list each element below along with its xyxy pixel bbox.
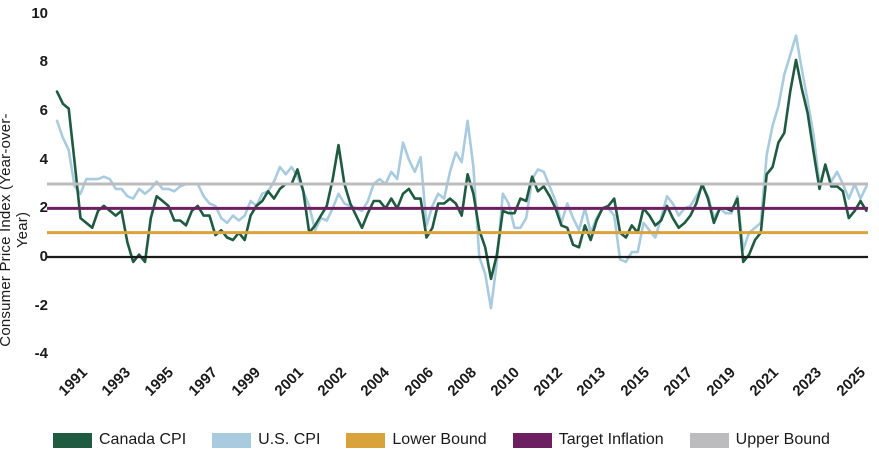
y-tick-label: 6 [39,102,48,120]
legend-swatch-upper-bound [689,432,729,448]
legend-item-u-s-cpi: U.S. CPI [212,430,320,450]
legend-label: Canada CPI [99,431,187,448]
legend-label: Lower Bound [392,431,487,448]
y-tick-label: -2 [34,296,48,314]
legend-item-lower-bound: Lower Bound [346,430,487,450]
y-tick-label: 4 [39,150,48,168]
y-tick-label: 8 [39,53,48,71]
legend-label: U.S. CPI [258,431,321,448]
y-tick-label: 2 [39,199,48,217]
legend-swatch-lower-bound [346,432,386,448]
legend-item-upper-bound: Upper Bound [689,430,830,450]
legend-item-target-inflation: Target Inflation [512,430,664,450]
legend-item-canada-cpi: Canada CPI [53,430,186,450]
legend-swatch-target-inflation [512,432,552,448]
legend: Canada CPI U.S. CPI Lower Bound Target Infl… [53,430,830,450]
y-tick-label: -4 [34,345,48,363]
series-line-u-s-cpi [55,34,868,310]
legend-swatch-canada-cpi [53,432,92,448]
series-line-canada-cpi [55,58,868,281]
legend-label: Target Inflation [558,431,664,448]
y-tick-label: 0 [39,248,48,265]
legend-swatch-u-s-cpi [212,432,252,448]
legend-label: Upper Bound [735,431,830,448]
y-tick-label: 10 [31,4,48,22]
y-axis-title: Consumer Price Index (Year-over-Year) [0,113,31,347]
